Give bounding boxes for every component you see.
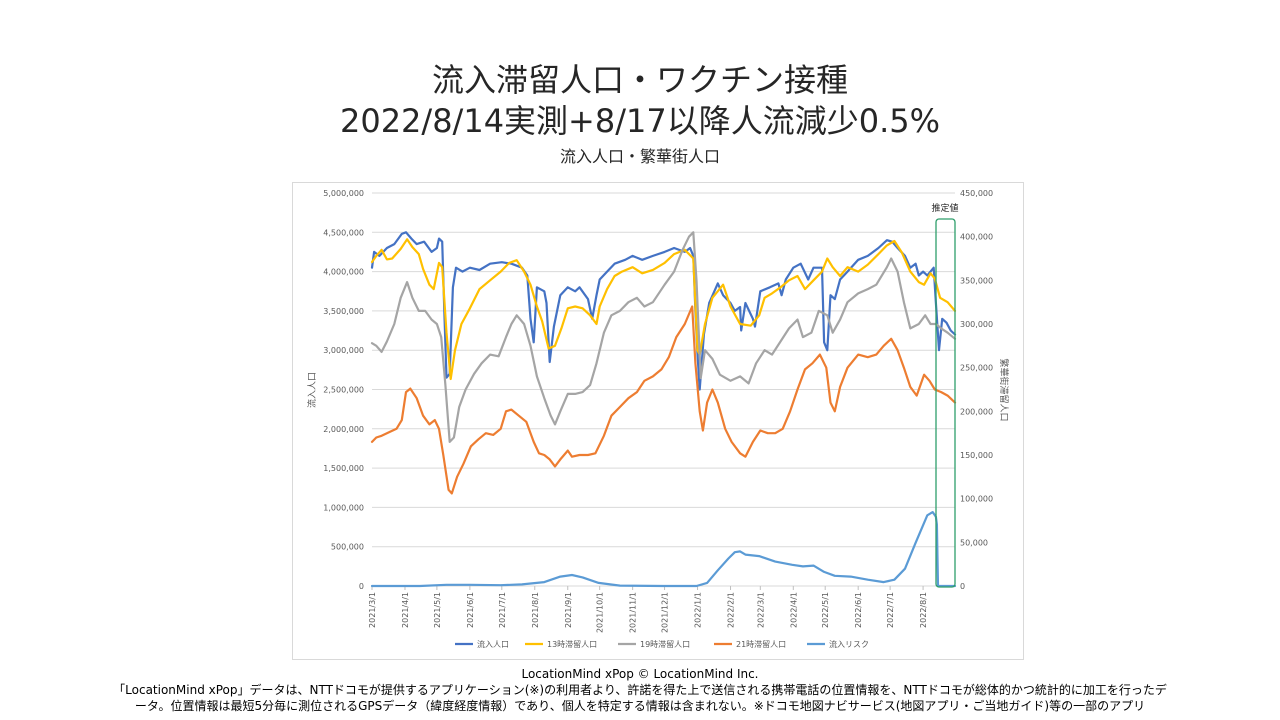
- y-left-tick-label: 1,500,000: [323, 464, 364, 473]
- legend-label: 流入リスク: [829, 639, 869, 649]
- x-tick-label: 2021/12/1: [661, 592, 670, 633]
- series-line-4: [370, 305, 957, 495]
- x-tick-label: 2022/3/1: [756, 592, 765, 628]
- x-tick-label: 2021/7/1: [498, 592, 507, 628]
- x-tick-label: 2021/5/1: [433, 592, 442, 628]
- estimate-label: 推定値: [931, 202, 958, 214]
- x-tick-label: 2021/10/1: [596, 592, 605, 633]
- chart-subtitle: 流入人口・繁華街人口: [559, 147, 720, 166]
- data-credit: LocationMind xPop © LocationMind Inc.: [521, 667, 759, 681]
- y-left-tick-label: 3,000,000: [323, 346, 364, 355]
- series-line-3: [370, 231, 957, 443]
- y-left-tick-label: 0: [359, 582, 364, 591]
- legend-label: 13時滞留人口: [547, 639, 597, 649]
- x-tick-label: 2021/4/1: [401, 592, 410, 628]
- x-tick-label: 2022/7/1: [886, 592, 895, 628]
- x-tick-label: 2021/9/1: [564, 592, 573, 628]
- y-right-tick-label: 100,000: [960, 495, 993, 504]
- y-left-tick-label: 500,000: [331, 543, 364, 552]
- chart-title-line-1: 流入滞留人口・ワクチン接種: [431, 61, 848, 99]
- chart-title-line-2: 2022/8/14実測+8/17以降人流減少0.5%: [339, 102, 941, 140]
- y-left-tick-label: 3,500,000: [323, 307, 364, 316]
- y-right-tick-label: 50,000: [960, 538, 988, 547]
- x-tick-label: 2022/1/1: [694, 592, 703, 628]
- y-right-tick-label: 400,000: [960, 233, 993, 242]
- y-right-tick-label: 350,000: [960, 276, 993, 285]
- x-tick-label: 2021/3/1: [368, 592, 377, 628]
- y-left-tick-label: 5,000,000: [323, 189, 364, 198]
- x-tick-label: 2021/6/1: [466, 592, 475, 628]
- y-left-axis-title: 流入人口: [306, 372, 318, 408]
- y-left-tick-label: 4,000,000: [323, 268, 364, 277]
- x-tick-label: 2022/8/1: [919, 592, 928, 628]
- x-tick-label: 2021/11/1: [629, 592, 638, 633]
- y-left-tick-label: 2,000,000: [323, 425, 364, 434]
- series-line-2: [370, 238, 957, 381]
- y-right-tick-label: 450,000: [960, 189, 993, 198]
- y-left-tick-label: 4,500,000: [323, 228, 364, 237]
- y-right-tick-label: 150,000: [960, 451, 993, 460]
- legend-label: 流入人口: [477, 639, 509, 649]
- estimate-box: [935, 218, 956, 588]
- y-left-tick-label: 2,500,000: [323, 386, 364, 395]
- chart-area: 0 500,000 1,000,000 1,500,000 2,000,000 2,500…: [292, 182, 1024, 660]
- y-left-tick-label: 1,000,000: [323, 503, 364, 512]
- y-right-tick-label: 0: [960, 582, 965, 591]
- legend-label: 19時滞留人口: [640, 639, 690, 649]
- series-line-5: [370, 511, 957, 588]
- series-line-1: [370, 231, 957, 391]
- x-tick-label: 2021/8/1: [531, 592, 540, 628]
- y-right-tick-label: 300,000: [960, 320, 993, 329]
- x-tick-label: 2022/4/1: [789, 592, 798, 628]
- data-note-line-1: 「LocationMind xPop」データは、NTTドコモが提供するアプリケー…: [113, 683, 1167, 697]
- x-tick-label: 2022/5/1: [821, 592, 830, 628]
- x-tick-label: 2022/6/1: [854, 592, 863, 628]
- y-right-tick-label: 200,000: [960, 407, 993, 416]
- y-right-tick-label: 250,000: [960, 364, 993, 373]
- line-chart: 0 500,000 1,000,000 1,500,000 2,000,000 2,500…: [306, 189, 1010, 649]
- data-note-line-2: ータ。位置情報は最短5分毎に測位されるGPSデータ（緯度経度情報）であり、個人を…: [134, 699, 1146, 713]
- data-notes: 「LocationMind xPop」データは、NTTドコモが提供するアプリケー…: [18, 682, 1262, 714]
- x-tick-label: 2022/2/1: [727, 592, 736, 628]
- legend-label: 21時滞留人口: [736, 639, 786, 649]
- y-right-axis-title: 繁華街滞留人口: [998, 358, 1010, 421]
